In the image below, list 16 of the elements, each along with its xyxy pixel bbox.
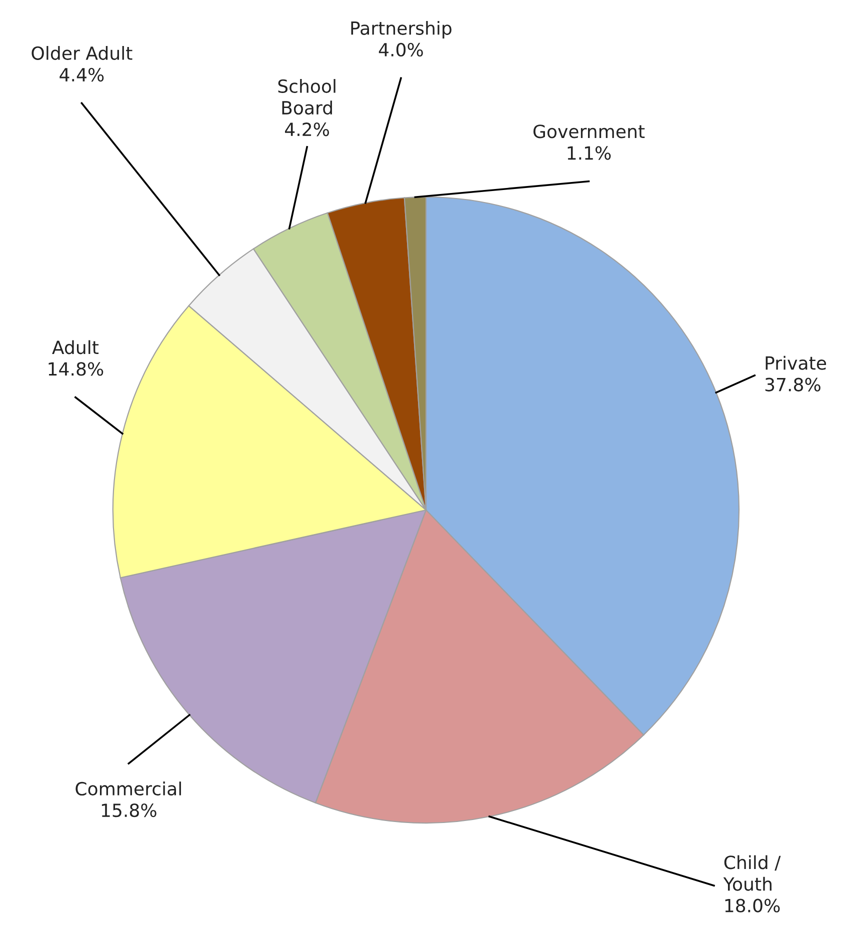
slice-label: Private	[766, 356, 826, 370]
data-label: 1.1%	[568, 146, 611, 160]
slice-label: Child / Youth	[723, 855, 781, 891]
data-label: 18.0%	[725, 898, 780, 912]
slice-label: Commercial	[76, 782, 181, 796]
data-label: 4.0%	[378, 42, 423, 57]
slice-label: Government	[533, 124, 645, 138]
data-label: 4.2%	[285, 122, 329, 136]
slice-label: Older Adult	[32, 46, 132, 60]
data-label: 37.8%	[765, 378, 820, 392]
data-label: 15.8%	[102, 803, 156, 818]
data-label: 14.8%	[48, 362, 104, 376]
slice-label: Adult	[52, 340, 99, 354]
data-label: 4.4%	[60, 68, 104, 82]
slice-label: School Board	[278, 79, 336, 115]
slice-label: Partnership	[351, 20, 452, 38]
